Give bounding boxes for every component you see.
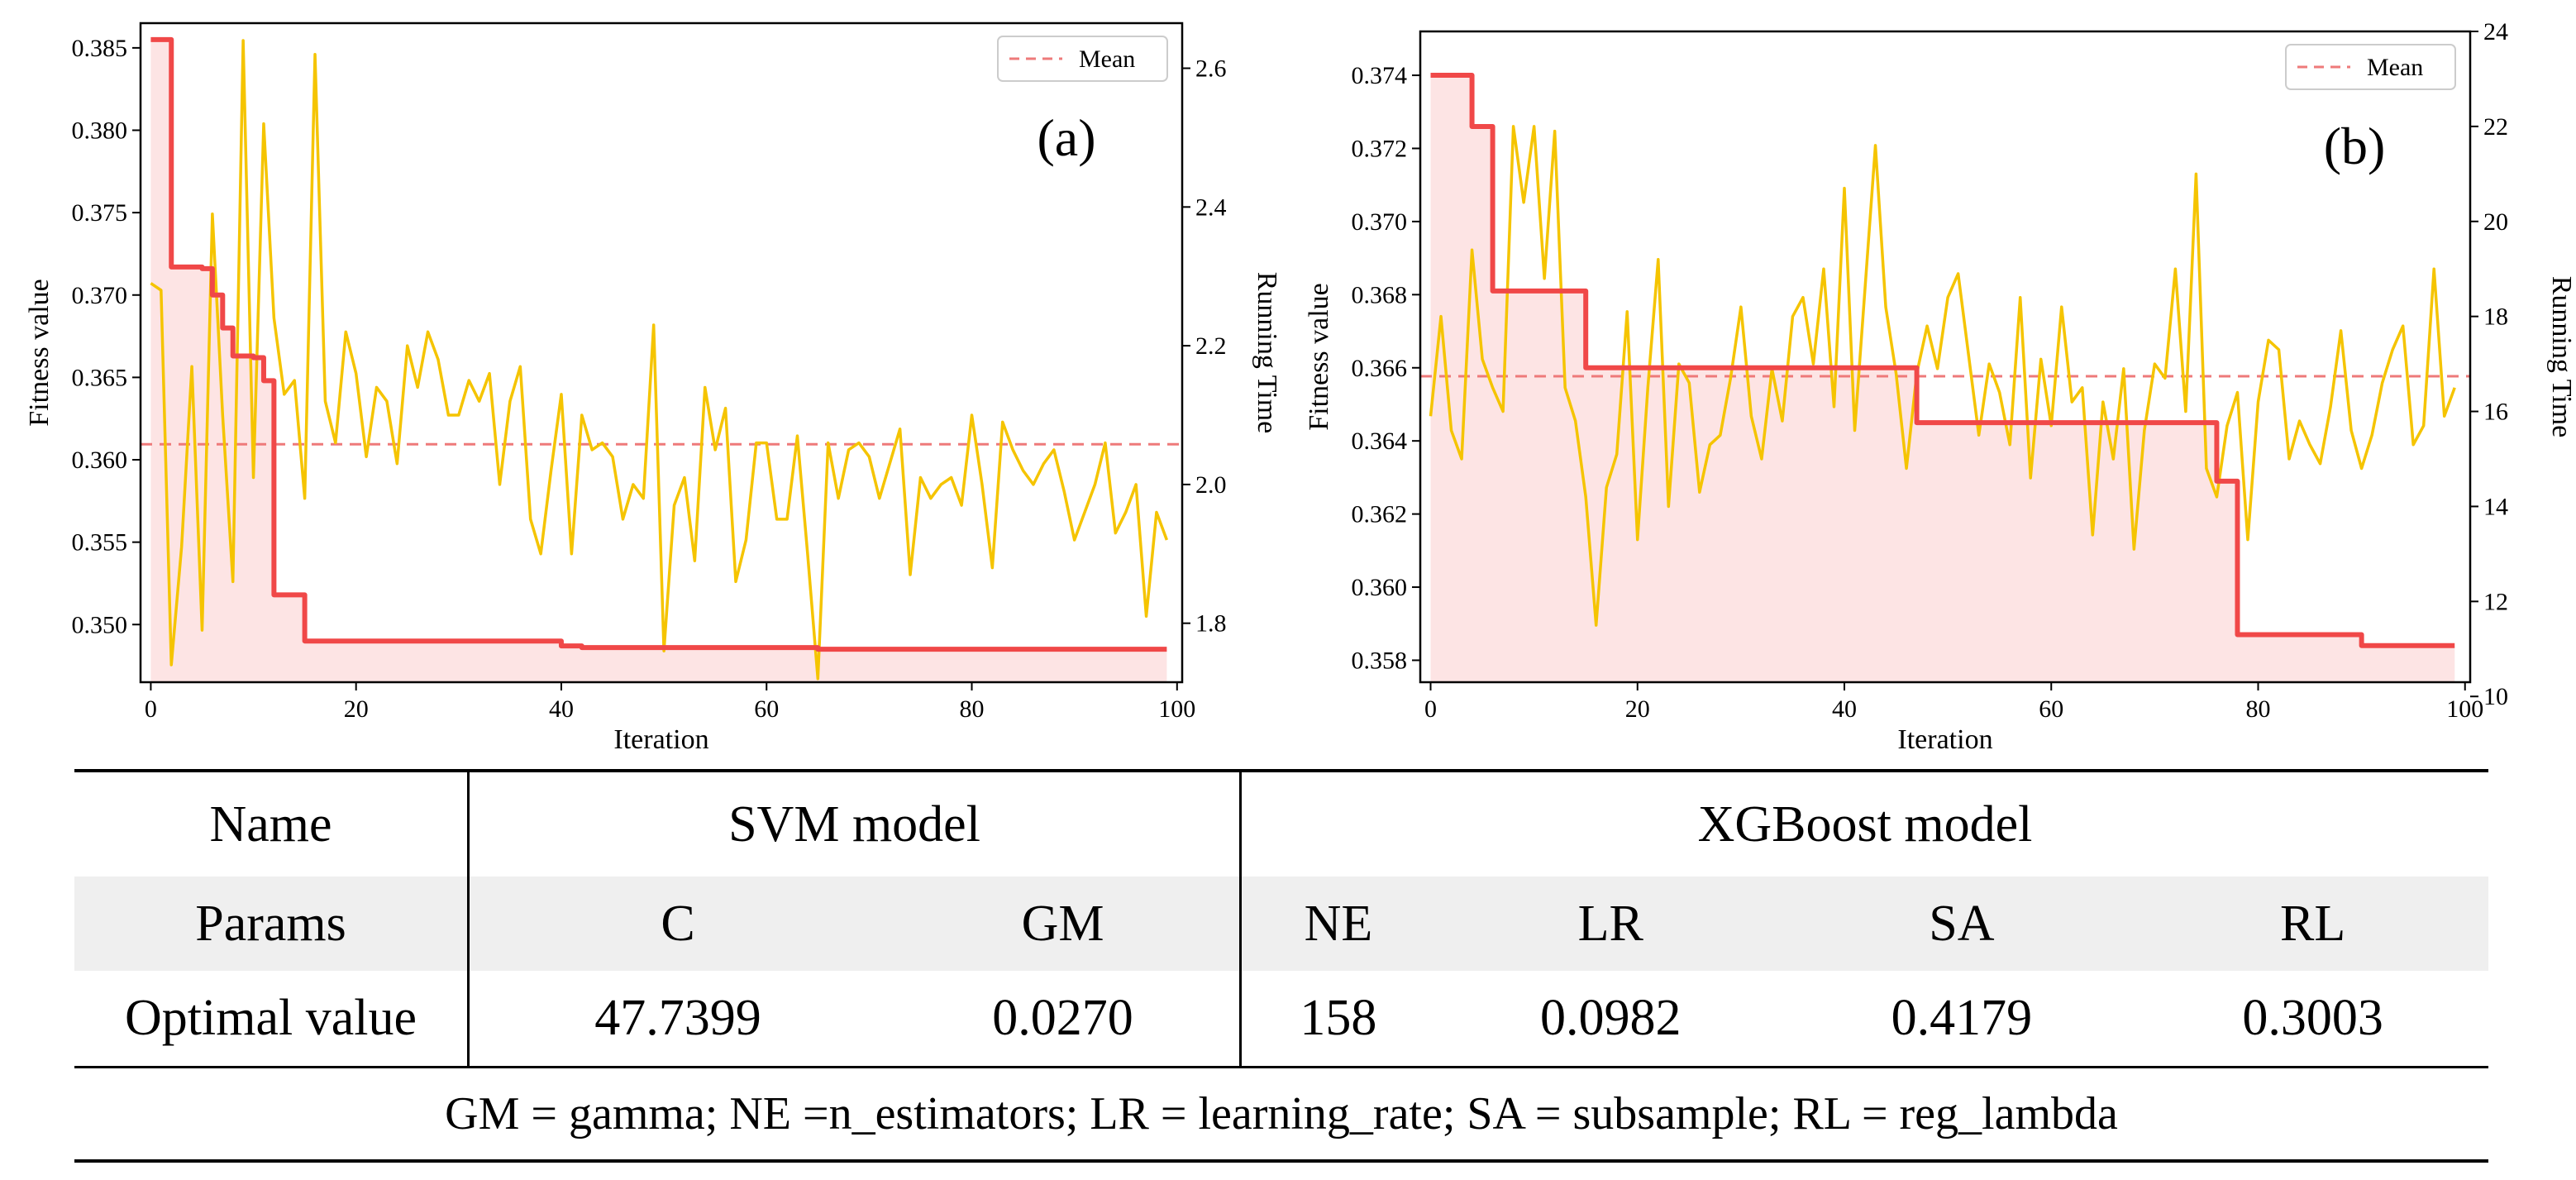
chart-a-x-tick-label: 60 [754,695,779,723]
chart-a-y2-tick-label: 2.6 [1195,55,1227,83]
chart-b-x-tick-label: 80 [2245,695,2270,723]
chart-b-y-tick-label: 0.362 [1352,501,1408,528]
chart-a-fitness-line [150,36,1167,652]
chart-a-x-axis-label: Iteration [613,724,708,755]
chart-a-legend-label: Mean [1079,45,1135,73]
chart-b-y-tick-label: 0.360 [1352,574,1408,601]
chart-a-y-axis-label: Fitness value [24,279,55,426]
chart-b-y2-tick-label: 24 [2483,18,2508,45]
chart-b-y-tick-label: 0.358 [1352,647,1408,674]
chart-b-x-tick-label: 60 [2039,695,2063,723]
chart-a-y-tick-label: 0.355 [72,529,128,557]
chart-a-y-tick-label: 0.385 [72,35,128,62]
chart-a-y-tick-label: 0.360 [72,447,128,474]
chart-b-y2-tick-label: 10 [2483,683,2508,710]
optimal-sa: 0.4179 [1891,989,2033,1046]
chart-b-legend-label: Mean [2367,54,2423,81]
chart-b-y-tick-label: 0.370 [1352,208,1408,236]
chart-b-fitness-line [1430,73,2455,648]
chart-a-y-tick-label: 0.380 [72,117,128,145]
chart-a-y2-tick-label: 2.0 [1195,471,1227,499]
param-c: C [661,895,695,952]
chart-a-legend-box [997,36,1168,82]
chart-b-panel-label: (b) [2324,117,2386,175]
optimal-header-cell: Optimal value [74,971,470,1067]
chart-b-legend-box [2285,44,2456,90]
table-row-params: Params C GM NE LR SA RL [74,877,2488,971]
chart-a-x-tick-label: 40 [549,695,574,723]
chart-a-y-tick-label: 0.365 [72,364,128,391]
name-header-cell: Name [74,771,470,877]
xgboost-model-header: XGBoost model [1697,795,2033,853]
chart-b-y2-tick-label: 16 [2483,399,2508,426]
optimal-ne: 158 [1300,989,1377,1046]
param-lr: LR [1577,895,1643,952]
chart-b-x-tick-label: 20 [1625,695,1650,723]
chart-b-y2-tick-label: 22 [2483,113,2508,141]
chart-b-y-tick-label: 0.366 [1352,355,1408,382]
table-row-optimal: Optimal value 47.7399 0.0270 158 0.0982 … [74,971,2488,1067]
table-row-footnote: GM = gamma; NE =n_estimators; LR = learn… [74,1067,2488,1161]
chart-b-y2-tick-label: 18 [2483,303,2508,331]
chart-b-y-tick-label: 0.374 [1352,62,1408,89]
chart-b-y-tick-label: 0.368 [1352,281,1408,308]
param-gm: GM [886,877,1243,971]
chart-a-fitness-area [150,39,1167,683]
chart-a-x-tick-label: 100 [1158,695,1195,723]
optimal-c: 47.7399 [594,989,761,1046]
chart-a-group: 0 20 40 60 80 100 0.350 0.355 0.360 0.365 0.370 0.3… [24,21,1282,755]
chart-a-panel-label: (a) [1037,108,1095,167]
table-row-name: Name SVM model XGBoost model [74,771,2488,877]
chart-b-fitness-area [1430,75,2455,683]
chart-b-y2-tick-label: 20 [2483,208,2508,236]
abbreviation-footnote: GM = gamma; NE =n_estimators; LR = learn… [445,1087,2118,1139]
chart-a-y2-tick-label: 2.4 [1195,193,1227,221]
chart-a-running-time-line [150,39,1169,681]
chart-b-y-tick-label: 0.364 [1352,428,1408,455]
chart-b-running-time-line [1429,125,2456,627]
chart-b-x-tick-label: 40 [1832,695,1857,723]
chart-a-x-tick-label: 20 [344,695,369,723]
chart-b-plot-frame [1419,30,2472,684]
chart-b-y2-tick-label: 12 [2483,588,2508,615]
chart-a-y2-tick-label: 2.2 [1195,332,1227,360]
chart-a-x-tick-label: 0 [145,695,157,723]
chart-a-y-tick-label: 0.375 [72,199,128,227]
params-header-cell: Params [74,877,470,971]
chart-a-y-tick-label: 0.350 [72,611,128,638]
chart-b-x-tick-label: 100 [2446,695,2483,723]
optimal-gm: 0.0270 [886,971,1243,1067]
chart-b-x-tick-label: 0 [1424,695,1437,723]
svm-model-header: SVM model [468,771,1242,877]
chart-a-x-tick-label: 80 [960,695,985,723]
chart-b-group: 0 20 40 60 80 100 0.358 0.360 0.362 0.364 0.366 0.3… [1304,18,2576,755]
optimal-params-table: Name SVM model XGBoost model Params C GM… [74,769,2488,1163]
param-ne: NE [1304,895,1373,952]
charts-figure: 0 20 40 60 80 1000.3500.3550.3600.3650.3700.3… [24,18,2576,755]
param-rl: RL [2279,895,2346,952]
chart-b-y2-axis-label: Running Time [2546,276,2576,438]
chart-b-x-axis-label: Iteration [1897,724,1992,755]
chart-b-y-axis-label: Fitness value [1304,283,1334,430]
optimal-rl: 0.3003 [2242,989,2383,1046]
chart-a-plot-frame [139,21,1184,684]
chart-a-y-tick-label: 0.370 [72,282,128,309]
chart-b-y-tick-label: 0.372 [1352,135,1408,162]
optimal-lr: 0.0982 [1539,989,1682,1046]
param-sa: SA [1929,895,1995,952]
chart-b-y2-tick-label: 14 [2483,493,2508,520]
chart-a-y2-axis-label: Running Time [1252,272,1282,434]
chart-a-y2-tick-label: 1.8 [1195,610,1227,638]
